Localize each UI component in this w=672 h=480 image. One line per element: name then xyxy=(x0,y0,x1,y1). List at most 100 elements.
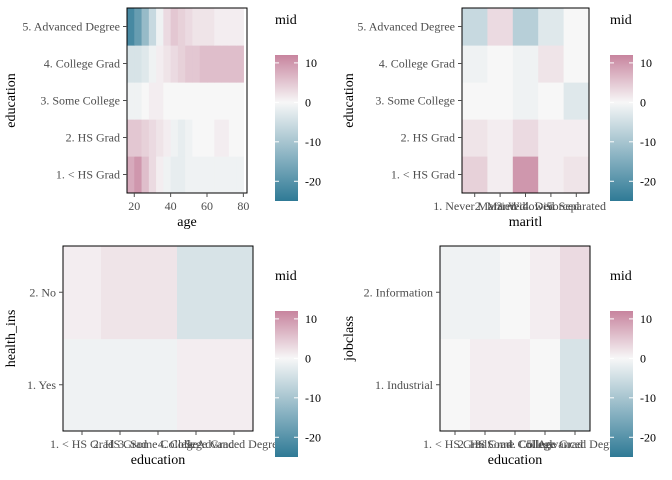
heatmap-cell xyxy=(215,246,253,340)
x-tick-label: 60 xyxy=(201,199,213,213)
heatmap-cell xyxy=(141,82,150,120)
heatmap-cell xyxy=(228,8,237,46)
heatmap-cell xyxy=(101,246,140,340)
heatmap-cell xyxy=(177,338,216,431)
legend-colorbar xyxy=(610,311,633,457)
heatmap-cell xyxy=(139,338,178,431)
heatmap-cell xyxy=(487,8,514,46)
heatmap-cell xyxy=(156,8,164,46)
heatmap-cell xyxy=(236,156,244,193)
y-axis-title: education xyxy=(4,73,19,127)
y-tick-label: 3. Some College xyxy=(375,94,455,108)
heatmap-cell xyxy=(207,8,215,46)
heatmap-cell xyxy=(134,45,143,83)
heatmap-cell xyxy=(148,119,157,157)
heatmap-cell xyxy=(236,45,244,83)
heatmap-cell xyxy=(563,45,589,83)
y-tick-label: 4. College Grad xyxy=(44,57,120,71)
heatmap-cell xyxy=(139,246,178,340)
heatmap-cell xyxy=(221,82,230,120)
heatmap-cell xyxy=(512,8,539,46)
heatmap-cell xyxy=(163,82,172,120)
x-tick-label: 3. Widowed xyxy=(497,199,555,213)
heatmap-cell xyxy=(170,45,179,83)
legend-tick-label: -20 xyxy=(305,174,321,188)
heatmap-cell xyxy=(163,156,172,193)
legend-title: mid xyxy=(610,269,632,284)
heatmap-cell xyxy=(207,119,215,157)
legend-colorbar xyxy=(275,311,298,457)
legend: mid 10 0 -10 -20 xyxy=(275,13,321,201)
heatmap-cell xyxy=(185,119,194,157)
legend-tick-label: 10 xyxy=(305,312,317,326)
legend: mid 10 0 -10 -20 xyxy=(610,13,656,201)
heatmap-cell xyxy=(487,82,514,120)
x-tick-label: 2. HS Grad xyxy=(93,437,147,451)
heatmap-cells xyxy=(127,8,244,193)
y-tick-label: 5. Advanced Degree xyxy=(22,20,120,34)
heatmap-cell xyxy=(63,246,102,340)
heatmap-cell xyxy=(177,82,186,120)
legend-colorbar xyxy=(610,55,633,201)
heatmap-cell xyxy=(134,119,143,157)
heatmap-cell xyxy=(228,156,237,193)
heatmap-cells xyxy=(462,8,589,193)
legend-tick-label: 10 xyxy=(640,56,652,70)
legend-title: mid xyxy=(610,13,632,28)
heatmap-cell xyxy=(563,156,589,193)
heatmap-cells xyxy=(440,246,590,431)
heatmap-cell xyxy=(530,246,561,340)
heatmap-cell xyxy=(199,82,208,120)
heatmap-cell xyxy=(207,156,215,193)
heatmap-cell xyxy=(141,156,150,193)
heatmap-cell xyxy=(63,338,102,431)
heatmap-cell xyxy=(221,119,230,157)
heatmap-cell xyxy=(101,338,140,431)
heatmap-cell xyxy=(177,45,186,83)
heatmap-cell xyxy=(199,8,208,46)
legend-tick-label: -20 xyxy=(640,430,656,444)
heatmap-cell xyxy=(156,119,164,157)
x-tick-label: 1. < HS Grad xyxy=(423,437,487,451)
heatmap-cell xyxy=(170,82,179,120)
heatmap-cell xyxy=(560,246,590,340)
y-tick-label: 2. Information xyxy=(364,285,433,299)
heatmap-cell xyxy=(192,119,201,157)
x-tick-label: 1. < HS Grad xyxy=(50,437,114,451)
heatmap-cell xyxy=(156,45,164,83)
heatmap-cell xyxy=(185,45,194,83)
heatmap-cell xyxy=(538,8,565,46)
y-tick-label: 1. < HS Grad xyxy=(56,168,120,182)
heatmap-cell xyxy=(148,8,157,46)
heatmap-cells xyxy=(63,246,253,431)
legend-tick-label: -20 xyxy=(640,174,656,188)
x-tick-label: 4. College Grad xyxy=(507,437,583,451)
heatmap-cell xyxy=(487,119,514,157)
heatmap-cell xyxy=(512,82,539,120)
legend: mid 10 0 -10 -20 xyxy=(275,269,321,457)
y-tick-label: 5. Advanced Degree xyxy=(357,20,455,34)
x-tick-label: 3. Some College xyxy=(118,437,198,451)
y-tick-label: 1. Industrial xyxy=(375,378,434,392)
heatmap-cell xyxy=(134,82,143,120)
x-tick-label: 3. Some College xyxy=(475,437,555,451)
x-axis-title: education xyxy=(488,453,542,468)
heatmap-cell xyxy=(214,45,223,83)
x-tick-label: 80 xyxy=(237,199,249,213)
x-tick-label: 1. Never Married xyxy=(433,199,516,213)
heatmap-cell xyxy=(221,8,230,46)
x-tick-label: 20 xyxy=(128,199,140,213)
y-tick-label: 3. Some College xyxy=(40,94,120,108)
legend-colorbar xyxy=(275,55,298,201)
heatmap-cell xyxy=(563,82,589,120)
heatmap-cell xyxy=(512,45,539,83)
legend-tick-label: -10 xyxy=(305,391,321,405)
heatmap-cell xyxy=(228,45,237,83)
heatmap-cell xyxy=(228,82,237,120)
legend: mid 10 0 -10 -20 xyxy=(610,269,656,457)
legend-tick-label: 0 xyxy=(640,351,646,365)
heatmap-cell xyxy=(236,82,244,120)
y-tick-label: 1. < HS Grad xyxy=(391,168,455,182)
legend-tick-label: 0 xyxy=(305,95,311,109)
x-axis-title: education xyxy=(131,453,185,468)
